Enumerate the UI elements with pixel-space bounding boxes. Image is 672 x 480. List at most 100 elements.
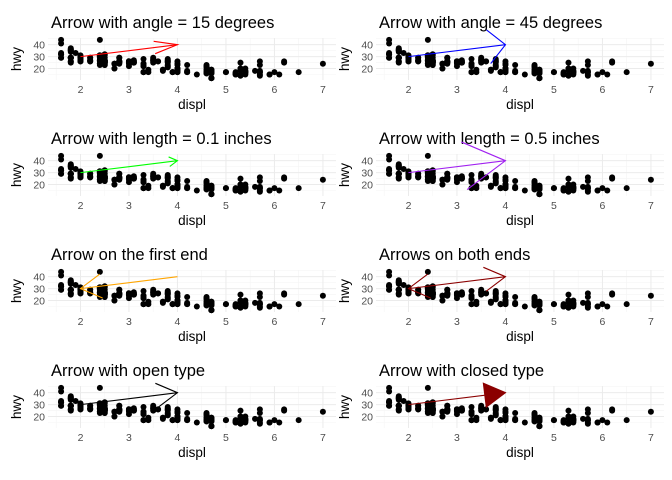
scatter-point xyxy=(266,71,273,78)
y-tick-label: 20 xyxy=(361,411,373,423)
scatter-point xyxy=(478,405,485,412)
x-tick-label: 2 xyxy=(78,84,84,96)
scatter-points xyxy=(386,152,654,198)
scatter-point xyxy=(429,61,436,68)
scatter-point xyxy=(473,69,480,76)
scatter-point xyxy=(536,75,543,82)
scatter-point xyxy=(439,181,446,188)
scatter-point xyxy=(96,268,103,275)
scatter-point xyxy=(184,415,191,422)
scatter-point xyxy=(58,40,65,47)
scatter-point xyxy=(424,176,431,183)
scatter-points xyxy=(386,384,654,430)
y-axis-title: hwy xyxy=(9,279,24,303)
scatter-point xyxy=(111,413,118,420)
scatter-point xyxy=(276,419,283,426)
scatter-point xyxy=(584,61,591,68)
scatter-point xyxy=(319,292,326,299)
scatter-point xyxy=(96,384,103,391)
scatter-point xyxy=(468,60,475,67)
scatter-point xyxy=(497,185,504,192)
scatter-point xyxy=(281,175,288,182)
scatter-point xyxy=(319,176,326,183)
arrowhead-end-7 xyxy=(155,382,179,408)
scatter-point xyxy=(67,286,74,293)
scatter-point xyxy=(424,152,431,159)
panel-title: Arrow on the first end xyxy=(51,246,208,264)
arrowhead-end-4 xyxy=(461,141,507,191)
scatter-point xyxy=(174,413,181,420)
arrow-segment xyxy=(80,44,178,58)
scatter-point xyxy=(237,66,244,73)
scatter-point xyxy=(502,292,509,299)
scatter-point xyxy=(295,185,302,192)
scatter-point xyxy=(550,69,557,76)
x-tick-label: 6 xyxy=(272,432,278,444)
scatter-point xyxy=(159,298,166,305)
y-axis-title: hwy xyxy=(337,163,352,187)
scatter-point xyxy=(96,60,103,67)
x-tick-label: 5 xyxy=(551,432,557,444)
scatter-point xyxy=(208,185,215,192)
scatter-point xyxy=(174,65,181,72)
scatter-point xyxy=(271,185,278,192)
x-tick-label: 3 xyxy=(126,84,132,96)
scatter-point xyxy=(386,156,393,163)
scatter-point xyxy=(87,54,94,61)
scatter-point xyxy=(58,170,65,177)
scatter-point xyxy=(174,181,181,188)
scatter-point xyxy=(150,289,157,296)
scatter-point xyxy=(237,188,244,195)
scatter-point xyxy=(439,413,446,420)
x-axis-title: displ xyxy=(178,329,206,344)
scatter-point xyxy=(116,174,123,181)
scatter-point xyxy=(453,174,460,181)
scatter-point xyxy=(521,419,528,426)
scatter-point xyxy=(276,303,283,310)
scatter-point xyxy=(67,402,74,409)
scatter-point xyxy=(87,286,94,293)
scatter-point xyxy=(130,58,137,65)
scatter-point xyxy=(609,59,616,66)
scatter-point xyxy=(125,290,132,297)
scatter-point xyxy=(140,176,147,183)
panel-title: Arrow with length = 0.5 inches xyxy=(379,130,600,148)
scatter-point xyxy=(439,176,446,183)
scatter-point xyxy=(111,292,118,299)
scatter-point xyxy=(458,406,465,413)
scatter-point xyxy=(487,414,494,421)
x-tick-label: 6 xyxy=(600,432,606,444)
scatter-point xyxy=(584,293,591,300)
scatter-point xyxy=(140,301,147,308)
scatter-point xyxy=(266,303,273,310)
scatter-point xyxy=(232,418,239,425)
y-tick-label: 40 xyxy=(361,387,373,399)
y-tick-label: 20 xyxy=(33,295,45,307)
scatter-point xyxy=(184,183,191,190)
scatter-point xyxy=(415,286,422,293)
scatter-point xyxy=(395,170,402,177)
scatter-point xyxy=(565,175,572,182)
scatter-point xyxy=(512,177,519,184)
scatter-point xyxy=(623,185,630,192)
y-tick-label: 30 xyxy=(33,51,45,63)
arrowhead-start-6 xyxy=(407,273,431,299)
x-tick-label: 4 xyxy=(175,316,181,328)
scatter-point xyxy=(169,417,176,424)
scatter-point xyxy=(502,65,509,72)
scatter-point xyxy=(237,59,244,66)
x-tick-label: 3 xyxy=(126,432,132,444)
y-tick-label: 40 xyxy=(33,155,45,167)
scatter-point xyxy=(67,395,74,402)
scatter-points xyxy=(58,152,326,198)
x-tick-label: 4 xyxy=(175,432,181,444)
scatter-point xyxy=(237,291,244,298)
scatter-point xyxy=(609,175,616,182)
scatter-point xyxy=(565,414,572,421)
scatter-point xyxy=(468,172,475,178)
scatter-point xyxy=(565,291,572,298)
scatter-point xyxy=(609,407,616,414)
x-tick-label: 6 xyxy=(272,200,278,212)
